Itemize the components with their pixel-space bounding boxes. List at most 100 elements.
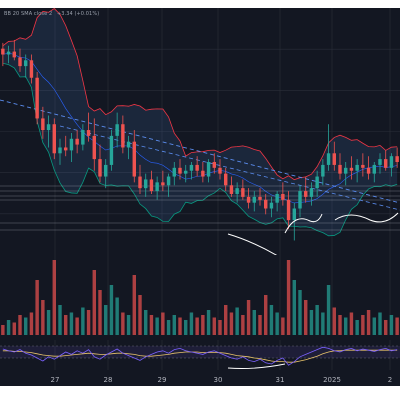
volume-pane[interactable] <box>0 255 400 335</box>
volume-bar <box>184 320 188 335</box>
candle-body <box>235 188 239 194</box>
candle-body <box>344 167 348 174</box>
volume-bar <box>384 320 388 335</box>
volume-bar <box>109 285 114 335</box>
candle-body <box>292 208 296 221</box>
candle-body <box>155 182 159 192</box>
volume-bar <box>246 300 251 335</box>
chart-frame[interactable]: 27 28 29 30 31 2025 2 BB 20 SMA close 2 +3.34 … <box>0 8 400 386</box>
volume-bar <box>321 312 325 335</box>
trendline <box>0 99 400 204</box>
candle-body <box>258 196 262 200</box>
x-tick-label: 28 <box>104 376 113 384</box>
candle-body <box>286 199 291 221</box>
candle-body <box>195 164 199 171</box>
volume-bar <box>178 317 182 335</box>
volume-bar <box>75 317 79 335</box>
candle-body <box>29 60 34 78</box>
volume-bar <box>126 315 131 335</box>
volume-bar <box>24 317 28 335</box>
volume-bar <box>115 297 119 335</box>
candle-body <box>144 179 148 189</box>
candle-body <box>18 57 22 67</box>
candle-body <box>86 130 91 136</box>
candle-body <box>6 51 11 55</box>
candle-body <box>269 202 274 209</box>
oscillator-line <box>2 346 398 366</box>
candle-body <box>115 124 119 136</box>
candle-body <box>161 182 165 186</box>
change-legend: +3.34 (+0.01%) <box>56 11 100 17</box>
annotation-curve <box>284 213 323 234</box>
candle-body <box>298 191 302 209</box>
volume-bar <box>166 320 171 335</box>
volume-bar <box>304 300 308 335</box>
volume-bar <box>206 310 211 335</box>
volume-bar <box>218 320 222 335</box>
volume-bar <box>286 260 291 335</box>
candle-body <box>355 164 359 171</box>
candle-body <box>218 167 222 174</box>
volume-bar <box>269 305 274 335</box>
candle-body <box>69 138 74 151</box>
price-pane[interactable] <box>0 8 400 255</box>
candle-body <box>281 193 285 200</box>
volume-bar <box>338 315 342 335</box>
candle-body <box>121 124 125 148</box>
candle-body <box>24 60 28 67</box>
volume-bar <box>64 315 68 335</box>
x-tick-label: 27 <box>51 376 60 384</box>
candle-body <box>252 196 256 203</box>
candle-body <box>81 130 85 145</box>
x-tick-label: 2 <box>388 376 392 384</box>
volume-bar <box>172 315 176 335</box>
volume-bar <box>41 300 45 335</box>
volume-bar <box>12 322 16 335</box>
volume-bar <box>281 317 285 335</box>
bollinger-fill <box>2 8 398 236</box>
volume-bar <box>86 310 91 335</box>
indicator-legend: BB 20 SMA close 2 <box>4 11 53 17</box>
candle-body <box>212 162 216 168</box>
candle-body <box>372 164 376 174</box>
candle-body <box>172 167 176 177</box>
candle-body <box>46 124 51 131</box>
candle-body <box>35 77 39 119</box>
volume-bar <box>332 307 336 335</box>
volume-bar <box>29 312 34 335</box>
volume-bar <box>264 295 268 335</box>
volume-bar <box>361 315 365 335</box>
candle-body <box>264 199 268 209</box>
annotation-curve <box>334 212 399 223</box>
annotation-line <box>227 363 286 369</box>
oscillator-pane[interactable] <box>0 340 400 370</box>
candle-body <box>92 135 96 160</box>
volume-bar <box>18 315 22 335</box>
candle-body <box>224 173 228 186</box>
candle-body <box>241 188 245 197</box>
candle-body <box>326 153 331 165</box>
candle-body <box>109 135 114 165</box>
candle-body <box>12 51 16 58</box>
bollinger-lower <box>2 62 398 237</box>
volume-bar <box>229 312 234 335</box>
candle-body <box>389 156 394 168</box>
volume-bar <box>275 312 279 335</box>
volume-bar <box>58 305 62 335</box>
x-tick-label: 2025 <box>323 376 341 384</box>
volume-bar <box>92 270 96 335</box>
candle-body <box>178 167 182 174</box>
volume-bar <box>195 317 199 335</box>
annotation-line <box>227 233 278 255</box>
candle-body <box>246 196 251 203</box>
volume-bar <box>155 317 159 335</box>
candle-body <box>275 193 279 203</box>
volume-bar <box>46 310 51 335</box>
volume-bar <box>138 295 142 335</box>
candle-body <box>304 191 308 197</box>
oscillator-signal-line <box>2 349 398 363</box>
volume-bar <box>6 320 11 335</box>
volume-bar <box>235 307 239 335</box>
volume-bar <box>189 312 194 335</box>
candle-body <box>332 153 336 165</box>
